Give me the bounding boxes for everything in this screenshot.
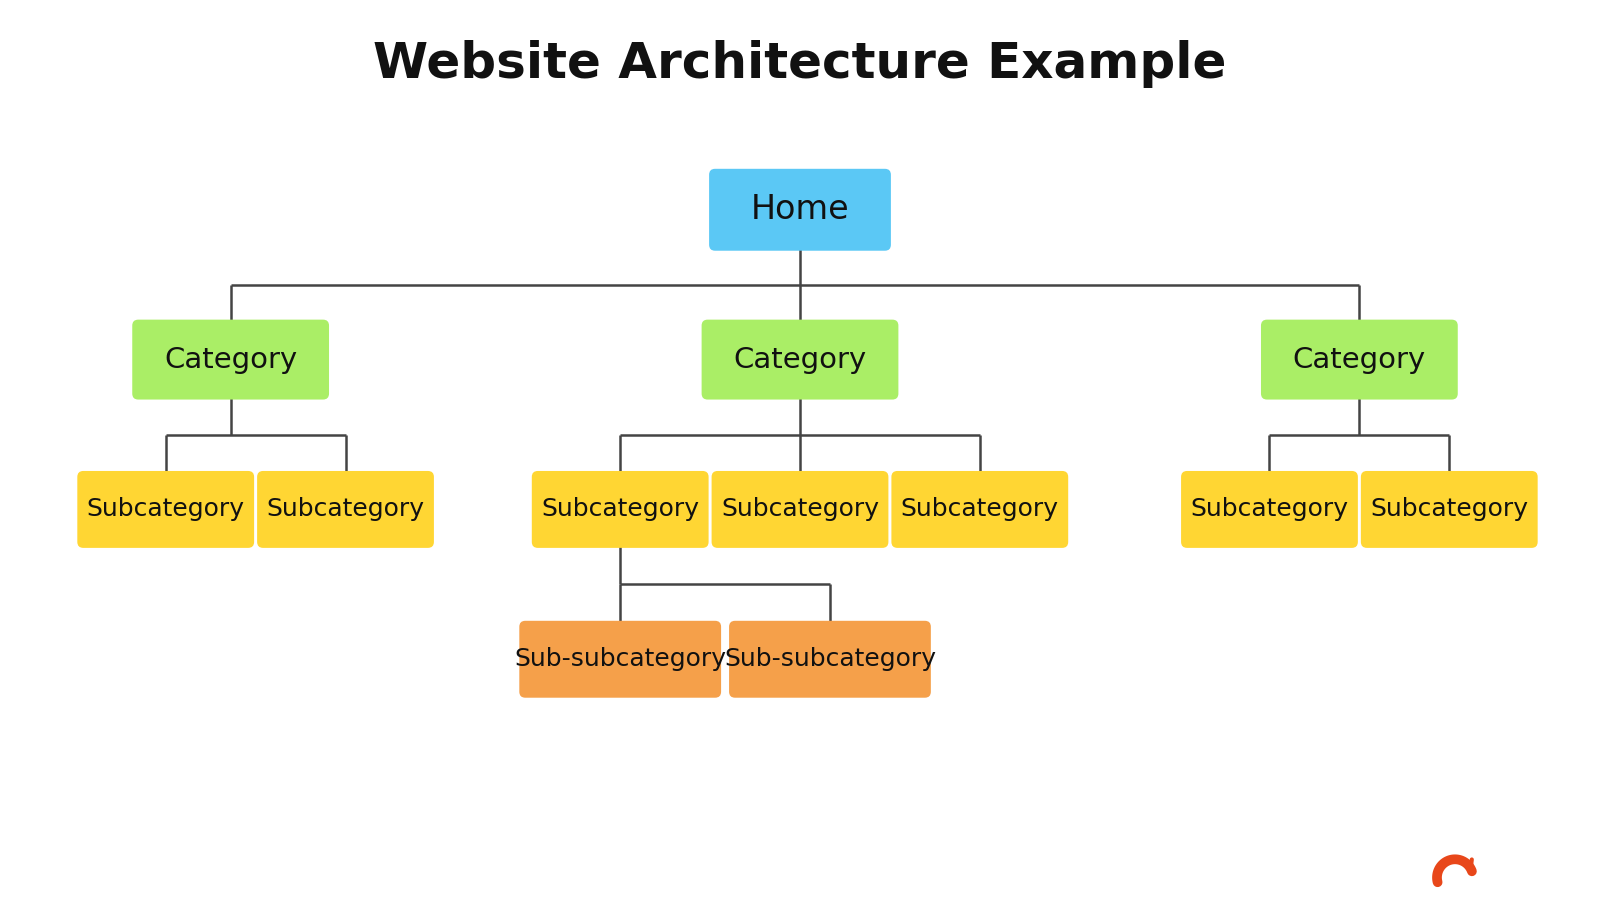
Text: Subcategory: Subcategory <box>722 498 878 522</box>
Text: Subcategory: Subcategory <box>267 498 424 522</box>
FancyBboxPatch shape <box>77 471 254 548</box>
Text: Subcategory: Subcategory <box>541 498 699 522</box>
Text: Sub-subcategory: Sub-subcategory <box>723 647 936 672</box>
Text: semrush.com: semrush.com <box>54 868 176 887</box>
Text: SEMRUSH: SEMRUSH <box>1402 864 1555 891</box>
FancyBboxPatch shape <box>712 471 888 548</box>
Text: Subcategory: Subcategory <box>86 498 245 522</box>
FancyBboxPatch shape <box>891 471 1069 548</box>
FancyBboxPatch shape <box>730 620 931 698</box>
Text: Home: Home <box>750 193 850 226</box>
Text: Category: Category <box>733 346 867 373</box>
FancyBboxPatch shape <box>702 319 898 400</box>
FancyBboxPatch shape <box>133 319 330 400</box>
FancyBboxPatch shape <box>520 620 722 698</box>
FancyBboxPatch shape <box>1181 471 1358 548</box>
Text: Subcategory: Subcategory <box>1190 498 1349 522</box>
Text: Subcategory: Subcategory <box>901 498 1059 522</box>
FancyBboxPatch shape <box>258 471 434 548</box>
FancyBboxPatch shape <box>1261 319 1458 400</box>
FancyBboxPatch shape <box>531 471 709 548</box>
FancyBboxPatch shape <box>1362 471 1538 548</box>
Text: Website Architecture Example: Website Architecture Example <box>373 40 1227 88</box>
FancyBboxPatch shape <box>709 168 891 251</box>
Text: Subcategory: Subcategory <box>1370 498 1528 522</box>
Text: Category: Category <box>165 346 298 373</box>
Text: Sub-subcategory: Sub-subcategory <box>514 647 726 672</box>
Text: Category: Category <box>1293 346 1426 373</box>
